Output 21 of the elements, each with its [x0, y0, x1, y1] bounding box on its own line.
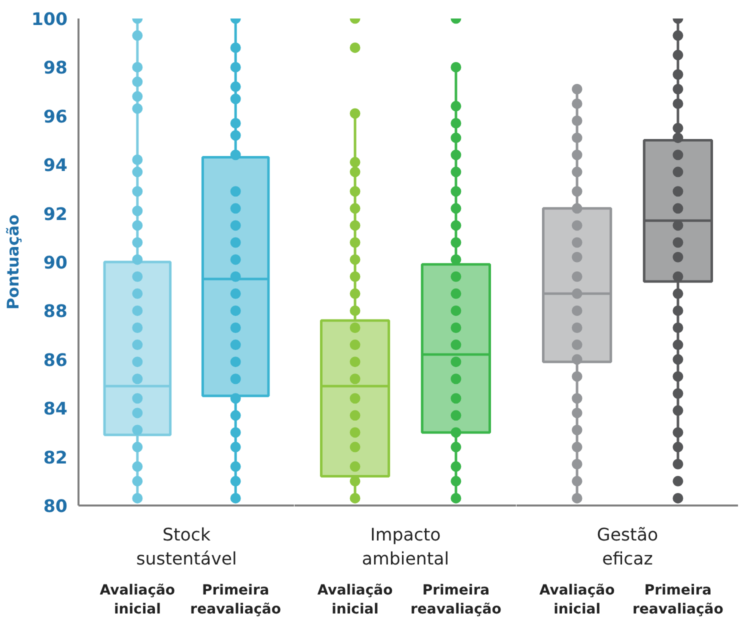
x-tick-label: Avaliação inicial [317, 582, 394, 618]
text: Gestão eficaz [596, 526, 658, 570]
y-tick-label: 98 [43, 58, 68, 79]
text: Impacto ambiental [362, 526, 450, 570]
y-tick-label: 90 [43, 254, 68, 274]
x-tick-label: Primeira reavaliação [190, 582, 282, 618]
y-tick-label: 100 [31, 10, 68, 30]
y-axis-title: Pontuação [3, 214, 22, 310]
y-tick-label: 88 [43, 302, 68, 322]
y-tick-label: 94 [43, 156, 68, 176]
y-tick-label: 92 [43, 204, 68, 225]
text: Stock sustentável [136, 526, 237, 570]
y-tick-label: 80 [43, 497, 68, 517]
y-tick-label: 96 [43, 107, 68, 128]
x-tick-label: Avaliação inicial [100, 582, 176, 618]
x-tick-label: Primeira reavaliação [632, 582, 724, 618]
y-tick-label: 86 [43, 350, 68, 371]
y-tick-label: 84 [43, 400, 68, 420]
x-tick-label: Avaliação inicial [539, 582, 616, 618]
y-tick-label: 82 [43, 448, 68, 468]
x-tick-label: Primeira reavaliação [410, 582, 502, 618]
